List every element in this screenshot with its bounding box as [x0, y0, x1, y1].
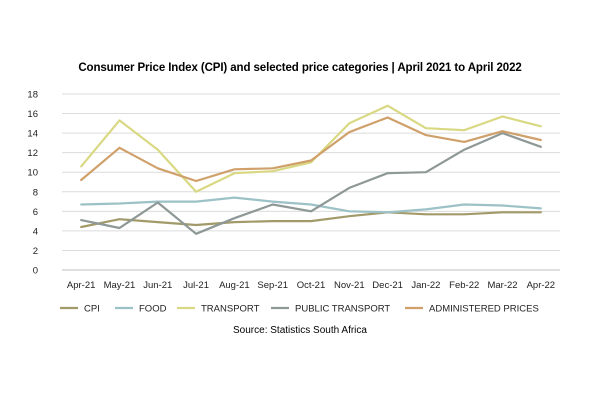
- y-tick-label: 14: [27, 129, 38, 140]
- x-tick-label: Mar-22: [487, 280, 517, 291]
- series-line-transport: [80, 104, 542, 193]
- chart-title: Consumer Price Index (CPI) and selected …: [78, 62, 522, 74]
- x-tick-label: Jul-21: [183, 280, 209, 291]
- y-tick-label: 6: [33, 207, 38, 218]
- x-tick-label: Jun-21: [143, 280, 172, 291]
- series-line-administered-prices: [80, 116, 542, 183]
- legend: CPI FOOD TRANSPORT PUBLIC TRANSPORT ADMINIST…: [60, 304, 539, 315]
- x-tick-label: Nov-21: [334, 280, 365, 291]
- x-tick-label: Jan-22: [411, 280, 440, 291]
- x-axis-ticks: Apr-21 May-21 Jun-21 Jul-21 Aug-21 Sep-21 Oct-…: [67, 280, 555, 291]
- y-axis-ticks: 0 2 4 6 8 10 12 14 16 18: [27, 90, 38, 277]
- x-tick-label: Apr-21: [67, 280, 96, 291]
- x-tick-label: Sep-21: [257, 280, 288, 291]
- y-tick-label: 16: [27, 109, 38, 120]
- y-tick-label: 12: [27, 148, 38, 159]
- series-lines: [80, 104, 542, 235]
- legend-label: TRANSPORT: [201, 304, 260, 315]
- series-line-cpi: [80, 211, 542, 229]
- legend-label: FOOD: [139, 304, 167, 315]
- x-tick-label: Aug-21: [219, 280, 250, 291]
- x-tick-label: Apr-22: [527, 280, 556, 291]
- y-tick-label: 18: [27, 90, 38, 101]
- series-line-public-transport: [80, 132, 542, 235]
- y-tick-label: 4: [33, 226, 38, 237]
- legend-label: ADMINISTERED PRICES: [429, 304, 539, 315]
- source-note: Source: Statistics South Africa: [233, 325, 367, 336]
- y-tick-label: 2: [33, 246, 38, 257]
- legend-label: PUBLIC TRANSPORT: [295, 304, 390, 315]
- x-tick-label: Oct-21: [297, 280, 326, 291]
- y-tick-label: 0: [33, 266, 38, 277]
- x-tick-label: Feb-22: [449, 280, 479, 291]
- x-tick-label: Dec-21: [372, 280, 403, 291]
- y-tick-label: 8: [33, 187, 38, 198]
- y-tick-label: 10: [27, 168, 38, 179]
- legend-label: CPI: [84, 304, 100, 315]
- x-tick-label: May-21: [104, 280, 136, 291]
- gridlines: [62, 93, 560, 271]
